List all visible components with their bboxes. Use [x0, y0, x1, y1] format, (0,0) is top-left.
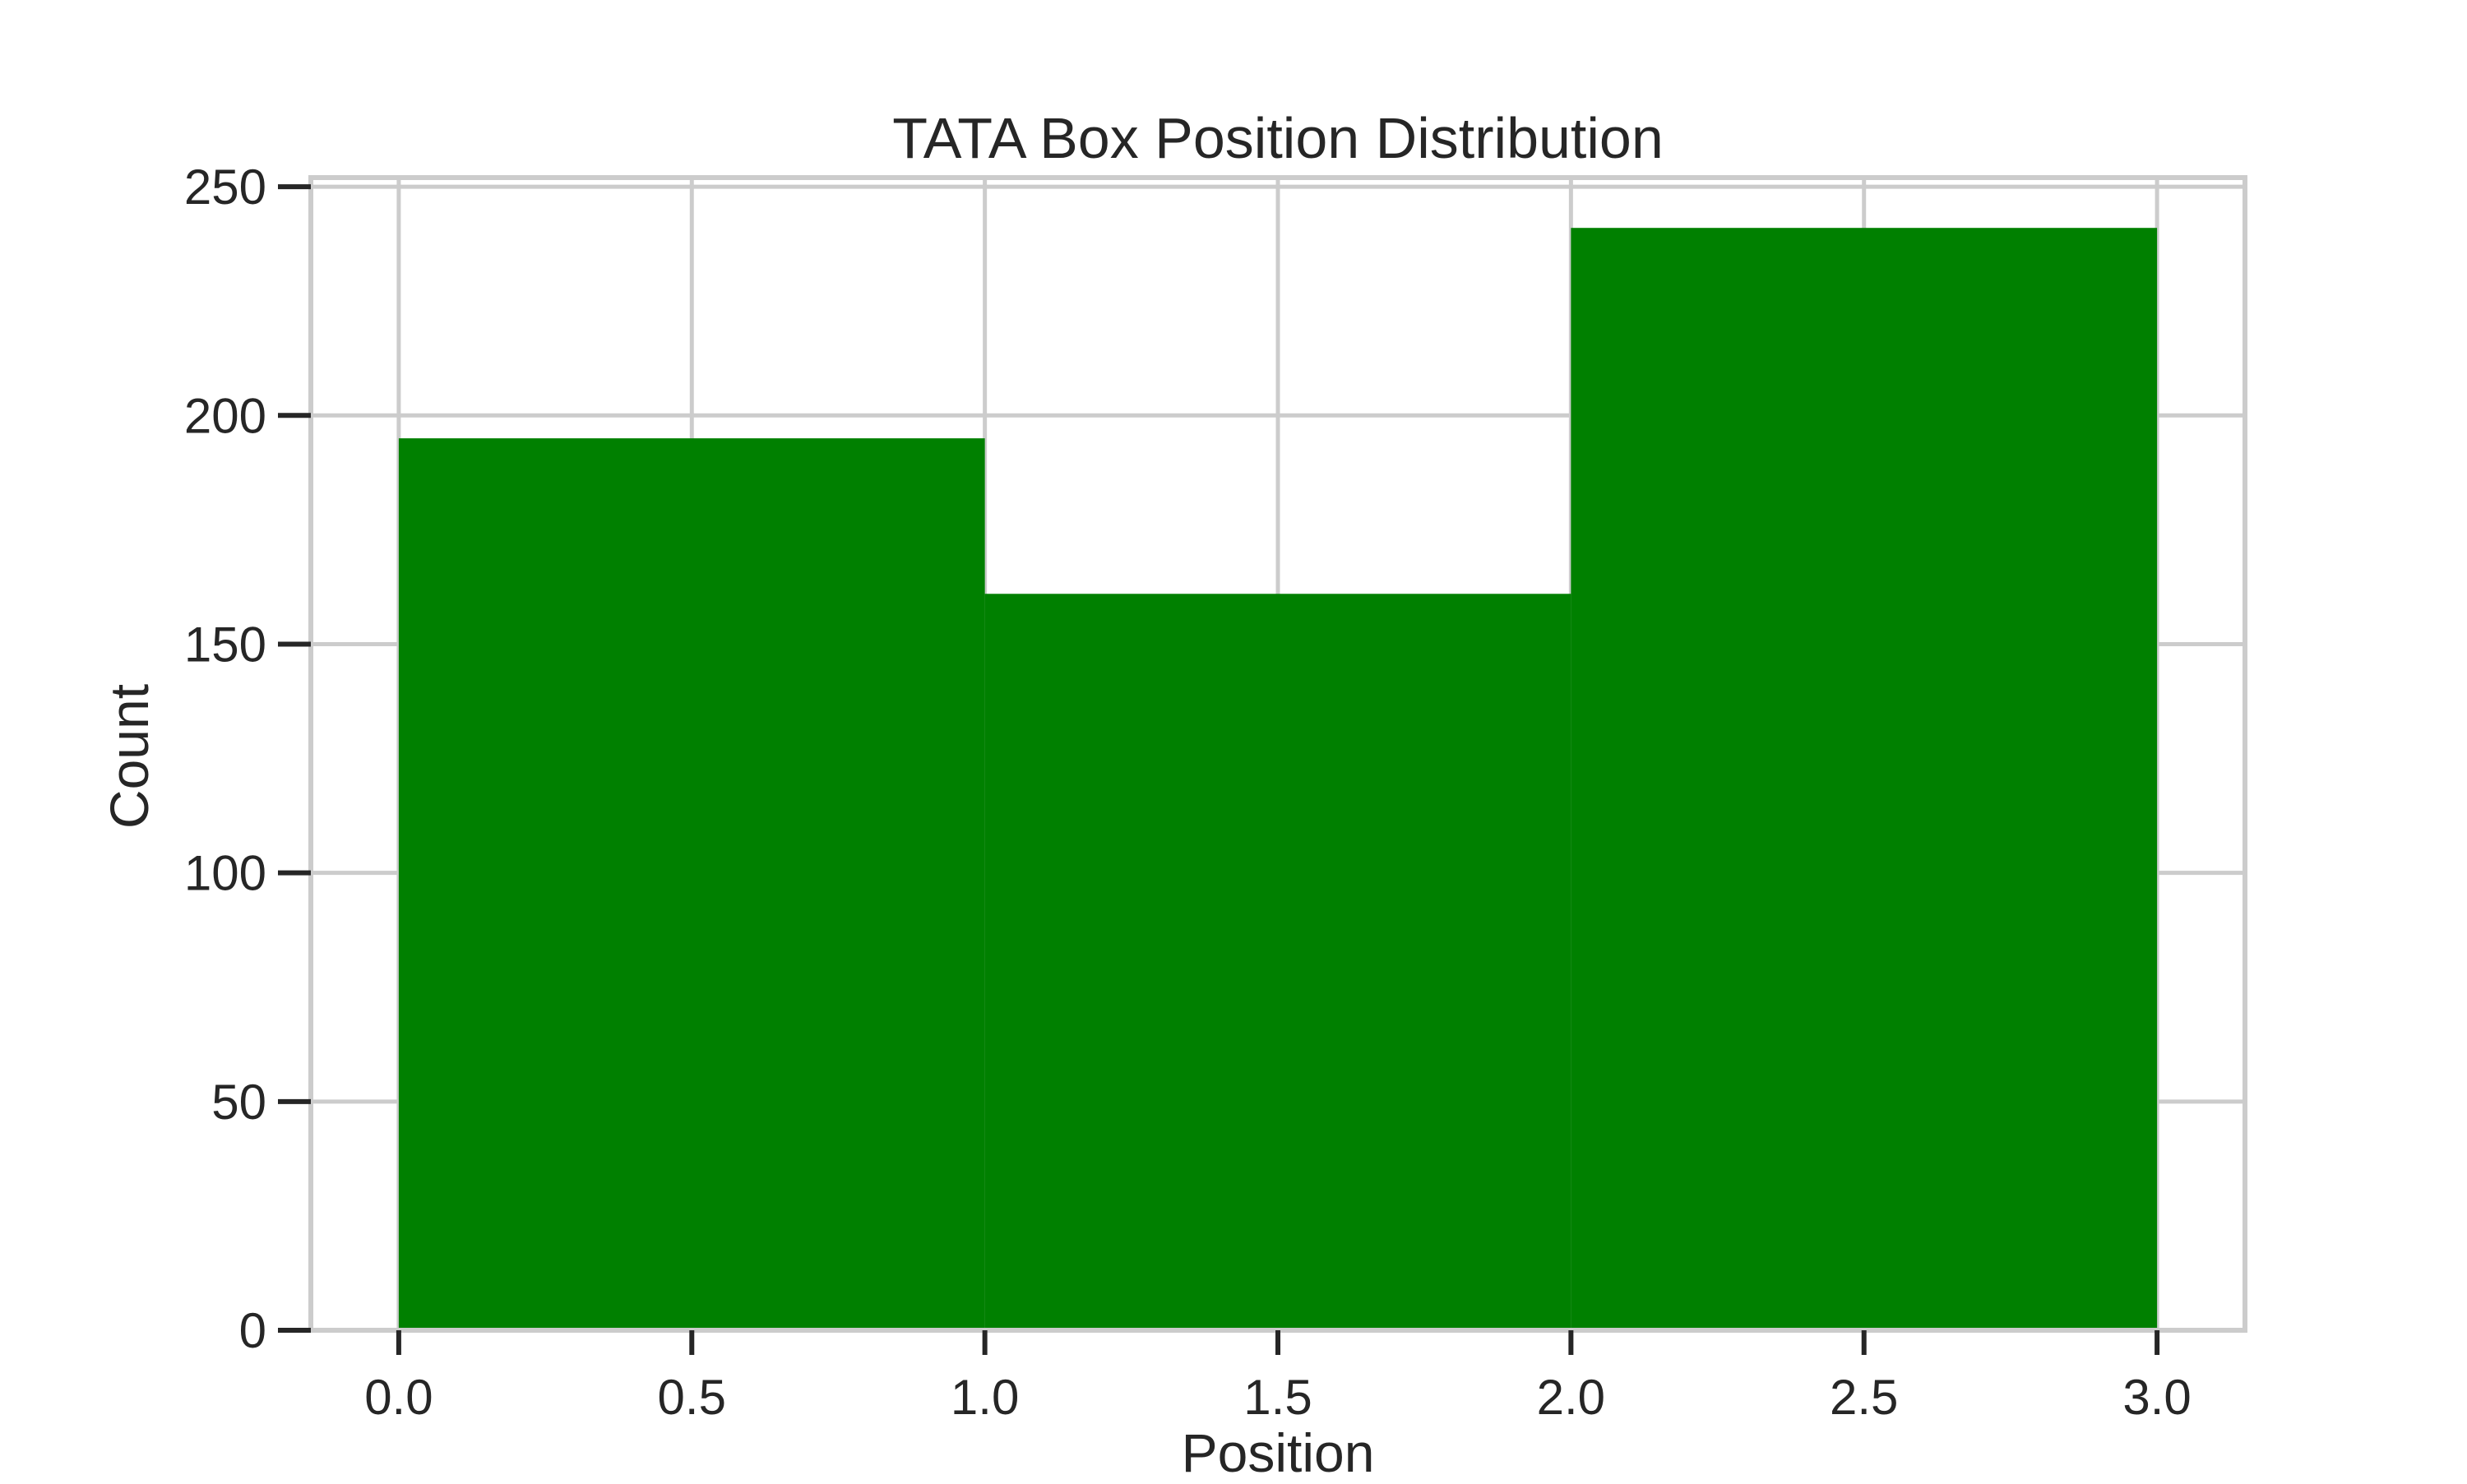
x-tick-label-6: 3.0	[2122, 1370, 2191, 1425]
ticks: 0.0 0.5 1.0 1.5 2.0 2.5 3.0 0 50 100 150 200 250	[184, 159, 2192, 1425]
x-tick-label-1: 0.5	[658, 1370, 726, 1425]
y-tick-label-1: 50	[211, 1075, 266, 1130]
x-tick-label-5: 2.5	[1830, 1370, 1898, 1425]
histogram-bar-0	[398, 438, 985, 1330]
y-tick-label-4: 200	[184, 388, 266, 443]
x-tick-label-4: 2.0	[1537, 1370, 1605, 1425]
x-tick-label-0: 0.0	[364, 1370, 433, 1425]
y-tick-label-2: 100	[184, 846, 266, 901]
y-tick-label-5: 250	[184, 159, 266, 215]
histogram-bar-1	[984, 594, 1571, 1330]
x-tick-label-2: 1.0	[951, 1370, 1019, 1425]
chart-title: TATA Box Position Distribution	[892, 106, 1664, 170]
x-tick-label-3: 1.5	[1243, 1370, 1312, 1425]
histogram-bar-2	[1571, 228, 2158, 1330]
bars	[398, 228, 2158, 1330]
y-tick-label-0: 0	[239, 1303, 266, 1358]
x-axis-label: Position	[1182, 1422, 1375, 1480]
y-tick-label-3: 150	[184, 617, 266, 672]
y-axis-label: Count	[99, 684, 160, 829]
